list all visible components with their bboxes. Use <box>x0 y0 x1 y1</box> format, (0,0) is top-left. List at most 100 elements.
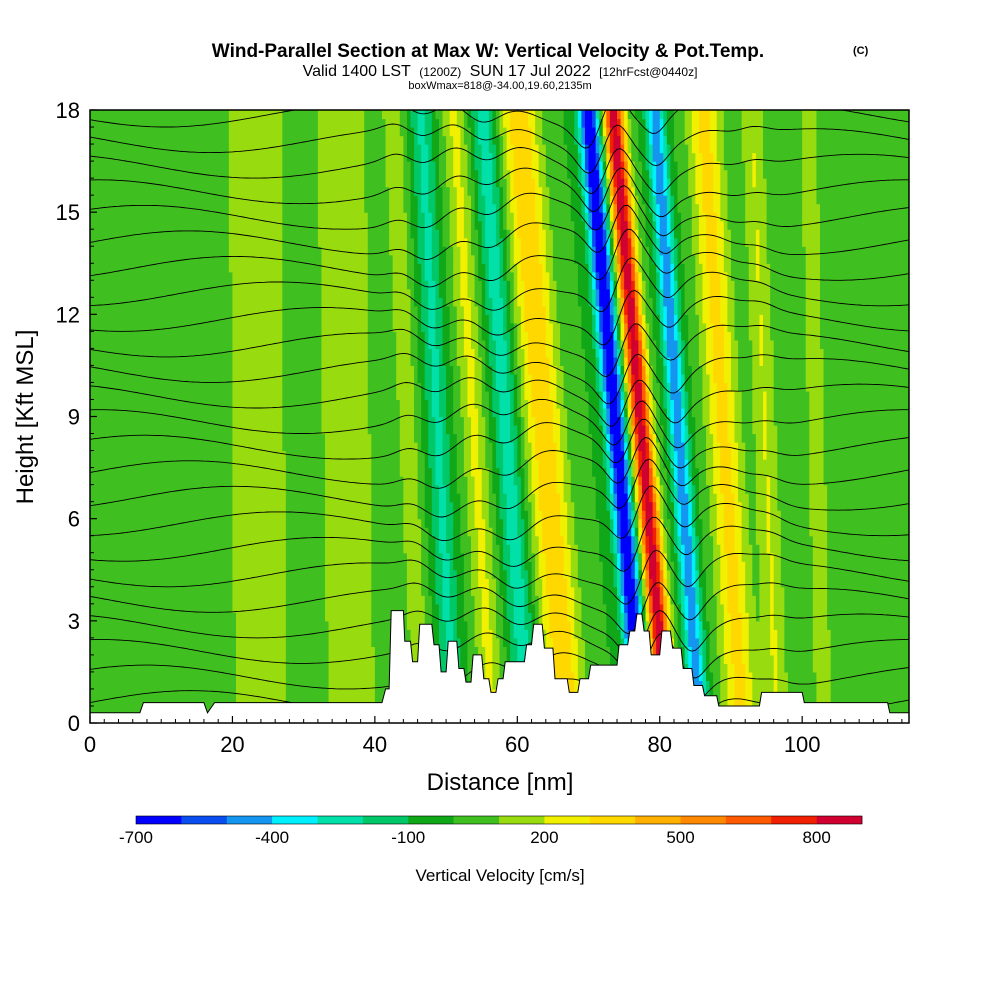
vv-cell <box>389 220 408 230</box>
vv-cell <box>723 510 736 520</box>
vv-cell <box>627 331 632 341</box>
vv-cell <box>506 186 511 196</box>
vv-cell <box>656 203 661 213</box>
vv-cell <box>527 535 533 545</box>
vv-cell <box>535 110 543 120</box>
vv-cell <box>481 246 490 256</box>
vv-cell <box>467 161 472 171</box>
vv-cell <box>652 237 657 247</box>
vv-cell <box>321 416 369 426</box>
vv-cell <box>563 544 572 554</box>
vv-cell <box>641 459 650 469</box>
vv-cell <box>570 493 597 503</box>
vv-cell <box>609 280 615 290</box>
vv-cell <box>282 220 319 230</box>
vv-cell <box>431 271 440 281</box>
vv-cell <box>592 212 604 222</box>
vv-cell <box>389 229 408 239</box>
vv-cell <box>90 356 234 367</box>
vv-cell <box>463 110 469 120</box>
vv-cell <box>677 246 682 256</box>
vv-cell <box>827 493 909 503</box>
vv-cell <box>656 569 661 579</box>
vv-cell <box>802 127 818 137</box>
vv-cell <box>738 595 746 605</box>
vv-cell <box>627 195 632 205</box>
vv-cell <box>588 280 593 290</box>
vv-cell <box>428 407 433 418</box>
vv-cell <box>606 348 615 358</box>
vv-cell <box>649 110 654 120</box>
vv-cell <box>716 390 728 401</box>
vv-cell <box>90 561 234 571</box>
vv-cell <box>620 280 625 290</box>
vv-cell <box>431 399 440 409</box>
vv-cell <box>773 603 785 613</box>
vv-cell <box>478 450 486 460</box>
vv-cell <box>520 561 526 571</box>
vv-cell <box>645 305 654 315</box>
vv-cell <box>517 527 526 537</box>
vv-cell <box>641 416 647 426</box>
vv-cell <box>563 365 586 375</box>
vv-cell <box>752 561 761 571</box>
vv-cell <box>617 169 622 179</box>
vv-cell <box>492 127 497 137</box>
vv-cell <box>545 263 554 273</box>
vv-cell <box>681 407 686 418</box>
vv-cell <box>709 288 721 298</box>
vv-cell <box>325 501 372 511</box>
vv-cell <box>823 365 909 375</box>
vv-cell <box>317 186 365 196</box>
vv-cell <box>730 467 739 477</box>
vv-cell <box>641 561 647 571</box>
vv-cell <box>232 603 287 613</box>
vv-cell <box>624 314 629 324</box>
vv-cell <box>627 348 632 358</box>
vv-cell <box>414 365 419 375</box>
vv-cell <box>563 118 575 128</box>
vv-cell <box>556 390 565 401</box>
vv-cell <box>456 339 465 349</box>
vv-cell <box>684 425 689 435</box>
vv-cell <box>624 135 629 145</box>
vv-cell <box>819 288 909 298</box>
vv-cell <box>488 254 501 264</box>
vv-cell <box>328 671 376 682</box>
vv-cell <box>389 186 404 196</box>
vv-cell <box>634 518 639 528</box>
vv-cell <box>595 161 600 171</box>
vv-cell <box>406 603 426 613</box>
vv-cell <box>613 476 618 486</box>
vv-cell <box>777 484 810 494</box>
vv-cell <box>495 237 504 247</box>
vv-cell <box>542 544 565 554</box>
vv-cell <box>823 382 909 392</box>
vv-cell <box>228 152 283 162</box>
vv-cell <box>478 569 486 579</box>
vv-cell <box>542 135 565 145</box>
vv-cell <box>538 161 547 171</box>
vv-cell <box>745 663 750 673</box>
vv-cell <box>606 229 611 239</box>
vv-cell <box>602 425 607 435</box>
vv-cell <box>446 620 454 630</box>
colorbar-swatch <box>453 816 500 824</box>
vv-cell <box>688 493 693 503</box>
vv-cell <box>563 552 572 562</box>
vv-cell <box>492 535 497 545</box>
vv-cell <box>745 178 753 188</box>
vv-cell <box>727 595 739 605</box>
vv-cell <box>606 365 615 375</box>
vv-cell <box>517 263 522 273</box>
vv-cell <box>734 501 743 511</box>
vv-cell <box>688 322 700 332</box>
vv-cell <box>538 544 543 554</box>
vv-cell <box>652 169 657 179</box>
vv-cell <box>424 467 433 477</box>
vv-cell <box>499 152 504 162</box>
colorbar: -700 -400 -100 200 500 800 <box>119 815 863 847</box>
vv-cell <box>510 314 515 324</box>
vv-cell <box>471 578 479 588</box>
vv-cell <box>236 697 287 707</box>
